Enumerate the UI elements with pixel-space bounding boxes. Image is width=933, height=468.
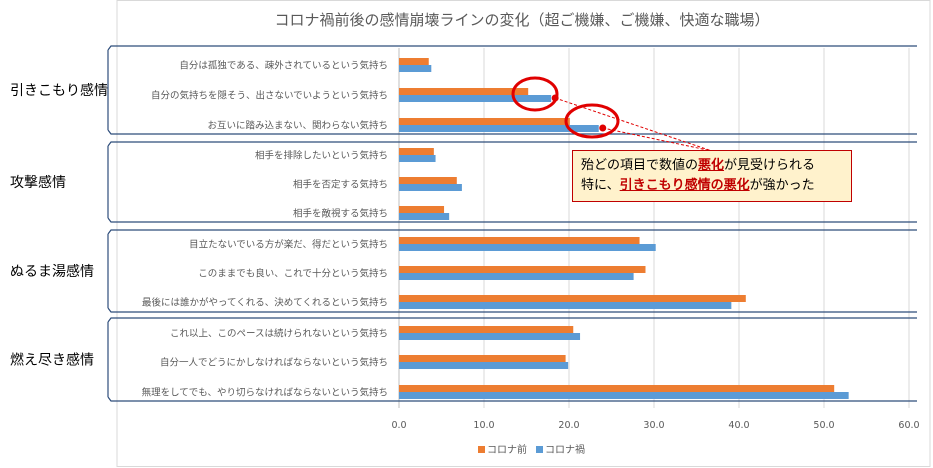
category-label: 相手を敵視する気持ち: [293, 208, 388, 220]
bars: [399, 58, 849, 399]
category-label: 自分一人でどうにかしなければならないという気持ち: [160, 357, 388, 369]
group-label: 攻撃感情: [10, 174, 66, 191]
x-tick-label: 60.0: [898, 420, 919, 431]
bar-during: [399, 213, 450, 220]
bar-before: [399, 88, 529, 95]
leader-line: [602, 127, 713, 152]
group-bracket: [107, 229, 917, 313]
category-label: 最後には誰かがやってくれる、決めてくれるという気持ち: [142, 297, 388, 309]
bar-during: [399, 392, 849, 399]
annotation-markers: [511, 76, 713, 152]
x-tick-labels: 0.0 10.0 20.0 30.0 40.0 50.0 60.0: [391, 420, 919, 431]
bar-during: [399, 362, 569, 369]
callout-line-2: 特に、引きこもり感情の悪化が強かった: [581, 178, 815, 193]
category-label: 無理をしてでも、やり切らなければならないという気持ち: [142, 387, 388, 399]
category-label: 自分は孤独である、疎外されているという気持ち: [179, 60, 388, 72]
bar-during: [399, 65, 432, 72]
highlight-circle: [511, 76, 559, 112]
bar-before: [399, 385, 835, 392]
bar-before: [399, 237, 640, 244]
category-label: このままでも良い、これで十分という気持ち: [198, 268, 388, 280]
bar-before: [399, 295, 746, 302]
bar-during: [399, 184, 462, 191]
category-label: 相手を否定する気持ち: [293, 179, 388, 191]
bar-before: [399, 148, 434, 155]
x-tick-label: 10.0: [473, 420, 494, 431]
bar-before: [399, 177, 457, 184]
x-tick-label: 40.0: [728, 420, 749, 431]
chart-title: コロナ禍前後の感情崩壊ラインの変化（超ご機嫌、ご機嫌、快適な職場）: [274, 11, 769, 29]
bar-during: [399, 273, 634, 280]
legend-label: コロナ禍: [545, 443, 585, 456]
category-label: 自分の気持ちを隠そう、出さないでいようという気持ち: [151, 90, 388, 102]
legend-swatch: [478, 446, 485, 453]
x-tick-label: 50.0: [813, 420, 834, 431]
bar-during: [399, 125, 599, 132]
bar-during: [399, 155, 436, 162]
legend-label: コロナ前: [487, 443, 527, 456]
category-label: 相手を排除したいという気持ち: [255, 150, 388, 162]
category-label: これ以上、このペースは続けられないという気持ち: [170, 328, 388, 340]
x-tick-label: 20.0: [558, 420, 579, 431]
category-label: お互いに踏み込まない、関わらない気持ち: [207, 120, 388, 132]
bar-before: [399, 118, 570, 125]
bar-during: [399, 244, 656, 251]
bar-during: [399, 95, 552, 102]
bar-during: [399, 333, 581, 340]
bar-before: [399, 326, 574, 333]
x-tick-label: 0.0: [391, 420, 406, 431]
group-label: ぬるま湯感情: [10, 263, 94, 280]
group-bracket: [107, 141, 917, 223]
category-label: 目立たないでいる方が楽だ、得だという気持ち: [189, 239, 388, 251]
bar-during: [399, 302, 732, 309]
annotation-callout: 殆どの項目で数値の悪化が見受けられる 特に、引きこもり感情の悪化が強かった: [572, 150, 852, 202]
legend: コロナ前 コロナ禍: [478, 443, 585, 456]
category-labels: 自分は孤独である、疎外されているという気持ち自分の気持ちを隠そう、出さないでいよ…: [142, 60, 388, 399]
group-label: 引きこもり感情: [10, 82, 108, 99]
x-tick-label: 30.0: [643, 420, 664, 431]
group-bracket: [107, 317, 917, 402]
bar-before: [399, 206, 445, 213]
group-bracket: [107, 45, 917, 135]
group-label: 燃え尽き感情: [10, 352, 94, 369]
bar-before: [399, 266, 646, 273]
callout-line-1: 殆どの項目で数値の悪化が見受けられる: [581, 158, 816, 173]
bar-before: [399, 58, 429, 65]
bar-before: [399, 355, 566, 362]
gridlines: [398, 48, 910, 408]
highlight-circle: [564, 103, 620, 139]
legend-swatch: [536, 446, 543, 453]
